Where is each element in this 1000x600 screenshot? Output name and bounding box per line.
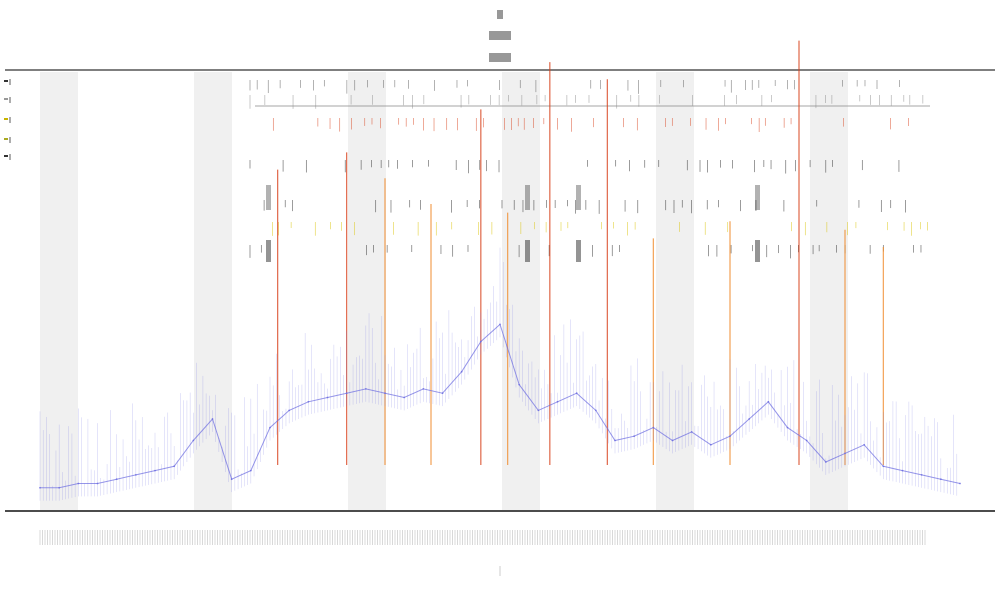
data-point: [460, 370, 463, 373]
data-point: [594, 409, 597, 412]
legend-entry: [9, 117, 11, 123]
legend-swatch: [4, 98, 8, 100]
data-point: [364, 388, 367, 390]
title-mark: [489, 31, 511, 40]
legend-entry: [9, 79, 11, 85]
data-point: [767, 400, 770, 403]
data-point: [633, 435, 636, 438]
data-point: [844, 452, 846, 455]
shade-band: [348, 72, 386, 510]
legend-swatch: [4, 118, 8, 120]
title-mark: [489, 53, 511, 62]
data-point: [173, 465, 176, 468]
shade-band: [40, 72, 78, 510]
event-cluster: [576, 240, 581, 262]
chart-title: [489, 10, 511, 62]
alternating-band-shading: [40, 72, 848, 510]
data-point: [748, 418, 751, 420]
data-point: [115, 478, 118, 481]
data-point: [249, 469, 252, 472]
event-cluster: [576, 185, 581, 210]
data-point: [729, 435, 731, 438]
data-point: [805, 439, 808, 442]
data-point: [671, 439, 674, 442]
legend-entry: [9, 97, 11, 103]
data-point: [479, 340, 482, 343]
title-mark: [497, 10, 503, 19]
shade-band: [656, 72, 694, 510]
event-cluster: [525, 185, 530, 210]
shade-band: [810, 72, 848, 510]
data-point: [345, 392, 348, 395]
data-point: [518, 383, 521, 386]
shade-band: [194, 72, 232, 510]
legend-swatch: [4, 155, 8, 157]
legend-swatch: [4, 80, 8, 82]
data-point: [959, 482, 961, 485]
data-point: [709, 443, 712, 446]
data-point: [192, 439, 195, 442]
legend-entry: [9, 154, 11, 160]
data-point: [326, 396, 329, 399]
data-point: [307, 400, 310, 403]
event-cluster: [755, 240, 760, 262]
data-point: [39, 486, 41, 489]
data-point: [403, 396, 406, 399]
data-point: [920, 474, 923, 476]
x-axis-tick-labels: [39, 530, 926, 576]
data-point: [786, 426, 789, 429]
data-point: [422, 388, 425, 390]
spike-series: [277, 40, 884, 465]
data-point: [537, 409, 540, 412]
legend-swatch: [4, 138, 8, 140]
data-point: [58, 486, 61, 489]
data-point: [96, 482, 99, 485]
data-point: [211, 418, 214, 420]
data-point: [556, 400, 559, 403]
data-point: [652, 426, 655, 429]
data-point: [939, 478, 942, 481]
data-point: [901, 469, 904, 472]
data-point: [863, 443, 866, 446]
data-point: [614, 439, 616, 442]
data-point: [134, 474, 137, 476]
data-point: [230, 478, 233, 481]
data-point: [499, 323, 501, 326]
event-cluster: [525, 240, 530, 262]
data-point: [882, 465, 885, 468]
event-cluster: [755, 185, 760, 210]
data-point: [441, 392, 444, 395]
data-point: [575, 392, 578, 395]
legend-entry: [9, 137, 11, 143]
shade-band: [502, 72, 540, 510]
data-point: [77, 482, 80, 485]
signal-trace-points: [39, 247, 961, 501]
data-point: [690, 431, 693, 433]
data-point: [154, 469, 156, 472]
event-cluster: [266, 240, 271, 262]
data-point: [384, 392, 386, 395]
data-point: [269, 426, 271, 429]
legend: [4, 79, 11, 160]
data-point: [824, 461, 827, 463]
event-cluster: [266, 185, 271, 210]
data-point: [288, 409, 291, 412]
